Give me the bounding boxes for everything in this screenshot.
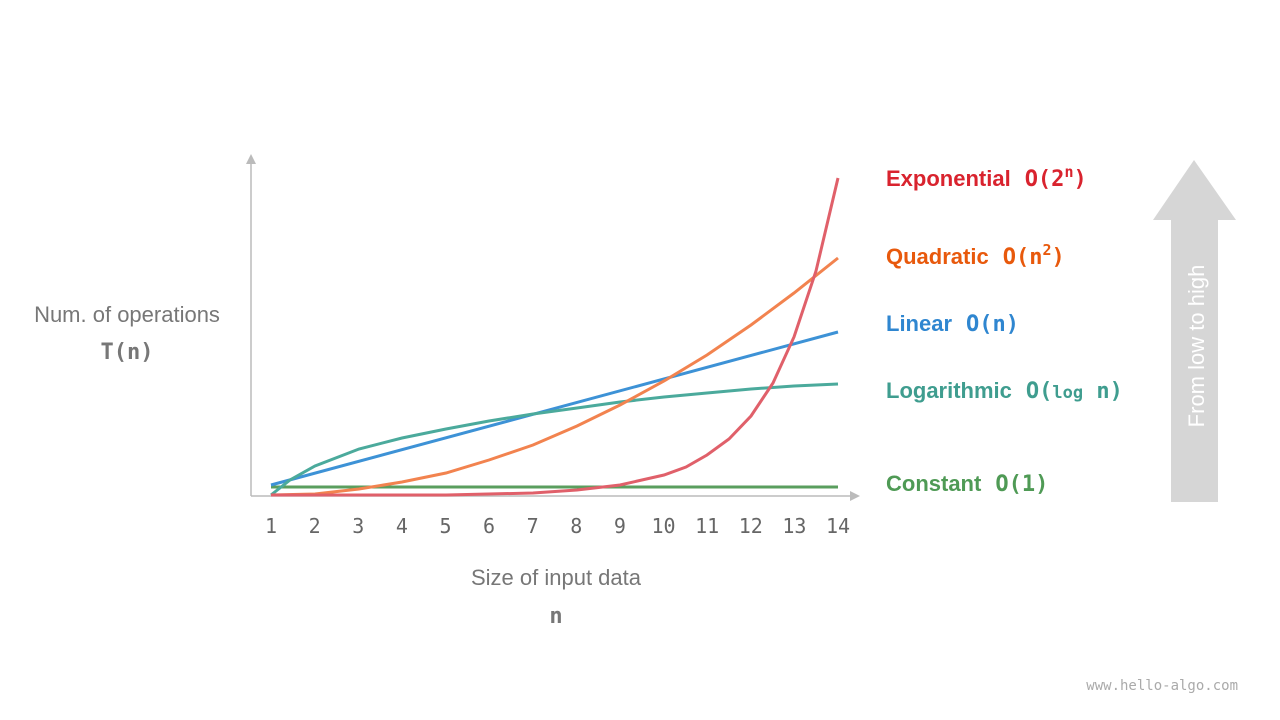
arrow-label: From low to high (1184, 265, 1209, 428)
x-tick-label: 2 (309, 514, 321, 538)
x-tick-label: 5 (439, 514, 451, 538)
quadratic-curve (270, 256, 839, 497)
notation: n) (1083, 379, 1123, 404)
curve-name: Quadratic (886, 244, 989, 269)
x-tick-label: 10 (651, 514, 675, 538)
notation: O(n) (966, 312, 1019, 337)
notation: 2 (1042, 241, 1051, 259)
notation: O(n (1003, 245, 1043, 270)
y-axis-symbol: T(n) (101, 340, 154, 365)
x-axis-arrow (850, 491, 860, 501)
x-tick-label: 4 (396, 514, 408, 538)
watermark: www.hello-algo.com (1086, 678, 1238, 694)
y-axis-label: Num. of operations (34, 302, 220, 327)
notation: O( (1026, 379, 1053, 404)
x-axis-symbol: n (549, 604, 562, 629)
notation: log (1052, 383, 1083, 403)
y-axis-arrow (246, 154, 256, 164)
x-tick-label: 14 (826, 514, 850, 538)
curve-label: Constant O(1) (886, 471, 1048, 497)
notation: O(1) (995, 472, 1048, 497)
x-tick-label: 1 (265, 514, 277, 538)
curve-name: Constant (886, 471, 982, 496)
exponential-curve (271, 177, 840, 497)
x-tick-label: 7 (527, 514, 539, 538)
linear-curve (270, 330, 839, 487)
x-tick-label: 13 (782, 514, 806, 538)
curve-name: Logarithmic (886, 378, 1012, 403)
notation: O(2 (1025, 167, 1065, 192)
x-tick-label: 8 (570, 514, 582, 538)
curve-name: Linear (886, 311, 952, 336)
x-tick-label: 9 (614, 514, 626, 538)
curve-label: Quadratic O(n2) (886, 241, 1065, 270)
curve-label: Exponential O(2n) (886, 163, 1087, 192)
curve-label: Linear O(n) (886, 311, 1019, 337)
logarithmic-curve (270, 382, 839, 497)
x-tick-label: 6 (483, 514, 495, 538)
notation: ) (1073, 167, 1086, 192)
x-tick-label: 11 (695, 514, 719, 538)
x-axis-label: Size of input data (471, 565, 642, 590)
x-tick-label: 12 (739, 514, 763, 538)
order-arrow (1153, 160, 1236, 502)
notation: ) (1051, 245, 1064, 270)
curve-name: Exponential (886, 166, 1011, 191)
notation: n (1064, 163, 1073, 181)
curve-label: Logarithmic O(log n) (886, 378, 1123, 404)
x-tick-label: 3 (352, 514, 364, 538)
